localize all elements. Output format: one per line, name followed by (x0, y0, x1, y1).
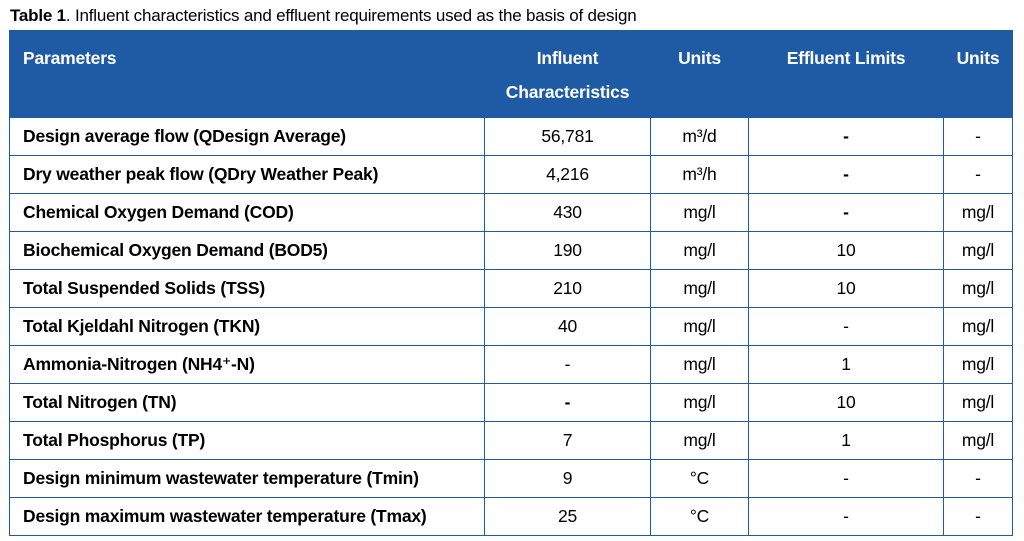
cell-parameter: Biochemical Oxygen Demand (BOD5) (9, 231, 485, 270)
cell-influent-units: mg/l (650, 231, 749, 270)
cell-effluent-units: - (943, 155, 1013, 194)
header-influent-characteristics: Influent Characteristics (484, 30, 651, 118)
cell-influent: 7 (484, 421, 651, 460)
cell-influent-units: mg/l (650, 383, 749, 422)
cell-parameter: Total Phosphorus (TP) (9, 421, 485, 460)
cell-effluent: 1 (748, 345, 944, 384)
cell-effluent: 10 (748, 231, 944, 270)
cell-effluent-units: mg/l (943, 269, 1013, 308)
header-effluent-limits: Effluent Limits (748, 30, 944, 118)
cell-parameter: Total Suspended Solids (TSS) (9, 269, 485, 308)
table-caption-text: . Influent characteristics and effluent … (65, 6, 637, 25)
cell-influent-units: mg/l (650, 307, 749, 346)
cell-influent: 9 (484, 459, 651, 498)
cell-influent-units: mg/l (650, 269, 749, 308)
cell-effluent: - (748, 155, 944, 194)
cell-influent-units: °C (650, 497, 749, 536)
cell-parameter: Ammonia-Nitrogen (NH4⁺-N) (9, 345, 485, 384)
cell-effluent-units: - (943, 459, 1013, 498)
cell-influent-units: mg/l (650, 421, 749, 460)
table-row: Total Suspended Solids (TSS) 210 mg/l 10… (9, 269, 1013, 308)
cell-influent: 25 (484, 497, 651, 536)
cell-effluent: - (748, 117, 944, 156)
cell-effluent: 10 (748, 269, 944, 308)
table-row: Total Nitrogen (TN) - mg/l 10 mg/l (9, 383, 1013, 422)
cell-influent-units: mg/l (650, 193, 749, 232)
cell-effluent-units: mg/l (943, 383, 1013, 422)
design-basis-table: Parameters Influent Characteristics Units… (9, 30, 1013, 536)
table-row: Design maximum wastewater temperature (T… (9, 497, 1013, 536)
cell-influent: 40 (484, 307, 651, 346)
cell-parameter: Dry weather peak flow (QDry Weather Peak… (9, 155, 485, 194)
table-body: Design average flow (QDesign Average) 56… (9, 117, 1013, 536)
table-header: Parameters Influent Characteristics Units… (9, 30, 1013, 118)
header-influent-line1: Influent (536, 48, 599, 68)
table-row: Total Phosphorus (TP) 7 mg/l 1 mg/l (9, 421, 1013, 460)
cell-effluent-units: mg/l (943, 345, 1013, 384)
cell-parameter: Total Nitrogen (TN) (9, 383, 485, 422)
cell-effluent: - (748, 459, 944, 498)
cell-effluent: - (748, 497, 944, 536)
cell-parameter: Design average flow (QDesign Average) (9, 117, 485, 156)
table-row: Biochemical Oxygen Demand (BOD5) 190 mg/… (9, 231, 1013, 270)
table-caption-lead: Table 1 (10, 6, 66, 25)
cell-parameter: Chemical Oxygen Demand (COD) (9, 193, 485, 232)
cell-effluent-units: mg/l (943, 231, 1013, 270)
cell-effluent-units: mg/l (943, 193, 1013, 232)
header-row: Parameters Influent Characteristics Units… (9, 30, 1013, 118)
cell-effluent: 1 (748, 421, 944, 460)
cell-effluent: - (748, 193, 944, 232)
cell-influent-units: °C (650, 459, 749, 498)
table-row: Chemical Oxygen Demand (COD) 430 mg/l - … (9, 193, 1013, 232)
header-parameters: Parameters (9, 30, 485, 118)
header-influent-line2: Characteristics (505, 82, 630, 102)
cell-effluent: 10 (748, 383, 944, 422)
table-row: Total Kjeldahl Nitrogen (TKN) 40 mg/l - … (9, 307, 1013, 346)
header-influent-units: Units (650, 30, 749, 118)
cell-influent: 430 (484, 193, 651, 232)
table-row: Design average flow (QDesign Average) 56… (9, 117, 1013, 156)
cell-influent-units: mg/l (650, 345, 749, 384)
cell-influent-units: m³/h (650, 155, 749, 194)
cell-influent-units: m³/d (650, 117, 749, 156)
cell-effluent-units: - (943, 497, 1013, 536)
cell-effluent-units: - (943, 117, 1013, 156)
cell-parameter: Total Kjeldahl Nitrogen (TKN) (9, 307, 485, 346)
cell-influent: 56,781 (484, 117, 651, 156)
cell-parameter: Design maximum wastewater temperature (T… (9, 497, 485, 536)
table-row: Dry weather peak flow (QDry Weather Peak… (9, 155, 1013, 194)
table-row: Ammonia-Nitrogen (NH4⁺-N) - mg/l 1 mg/l (9, 345, 1013, 384)
cell-influent: 190 (484, 231, 651, 270)
cell-effluent-units: mg/l (943, 421, 1013, 460)
table-row: Design minimum wastewater temperature (T… (9, 459, 1013, 498)
table-caption: Table 1. Influent characteristics and ef… (10, 5, 637, 27)
cell-effluent: - (748, 307, 944, 346)
cell-influent: - (484, 383, 651, 422)
cell-influent: 4,216 (484, 155, 651, 194)
cell-effluent-units: mg/l (943, 307, 1013, 346)
cell-influent: - (484, 345, 651, 384)
header-effluent-units: Units (943, 30, 1013, 118)
cell-parameter: Design minimum wastewater temperature (T… (9, 459, 485, 498)
cell-influent: 210 (484, 269, 651, 308)
